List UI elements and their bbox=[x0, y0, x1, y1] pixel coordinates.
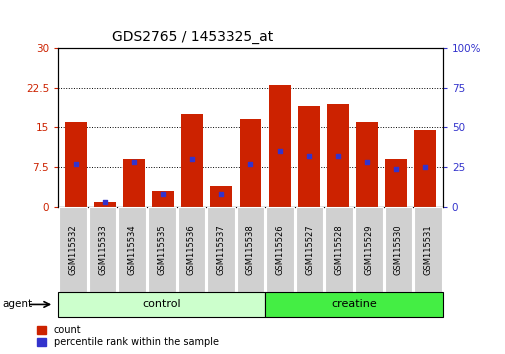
Point bbox=[362, 160, 370, 165]
Point bbox=[391, 166, 399, 172]
Point bbox=[333, 153, 341, 159]
Text: GSM115531: GSM115531 bbox=[423, 224, 432, 275]
Text: GSM115530: GSM115530 bbox=[393, 224, 402, 275]
Point bbox=[130, 160, 138, 165]
Text: GSM115534: GSM115534 bbox=[127, 224, 136, 275]
Point bbox=[72, 161, 80, 167]
Bar bbox=[414, 130, 435, 207]
Bar bbox=[210, 186, 232, 207]
Point bbox=[246, 161, 254, 167]
Bar bbox=[268, 85, 290, 207]
Bar bbox=[152, 191, 174, 207]
Point bbox=[275, 149, 283, 154]
Text: GSM115526: GSM115526 bbox=[275, 224, 284, 275]
Point bbox=[100, 200, 109, 205]
Point bbox=[159, 192, 167, 197]
Bar bbox=[123, 159, 144, 207]
Bar bbox=[94, 202, 116, 207]
Text: GSM115535: GSM115535 bbox=[157, 224, 166, 275]
Bar bbox=[239, 120, 261, 207]
Point bbox=[304, 153, 312, 159]
Bar bbox=[297, 106, 319, 207]
Bar bbox=[65, 122, 86, 207]
Text: GSM115527: GSM115527 bbox=[305, 224, 314, 275]
Bar bbox=[356, 122, 377, 207]
Text: creatine: creatine bbox=[330, 299, 376, 309]
Text: GSM115533: GSM115533 bbox=[98, 224, 107, 275]
Legend: count, percentile rank within the sample: count, percentile rank within the sample bbox=[35, 323, 220, 349]
Text: GSM115528: GSM115528 bbox=[334, 224, 343, 275]
Point bbox=[420, 164, 428, 170]
Text: GSM115532: GSM115532 bbox=[68, 224, 77, 275]
Text: control: control bbox=[142, 299, 181, 309]
Point bbox=[188, 156, 196, 162]
Point bbox=[217, 192, 225, 197]
Text: GSM115537: GSM115537 bbox=[216, 224, 225, 275]
Text: GSM115538: GSM115538 bbox=[245, 224, 255, 275]
Text: agent: agent bbox=[3, 299, 33, 309]
Bar bbox=[326, 104, 348, 207]
Text: GDS2765 / 1453325_at: GDS2765 / 1453325_at bbox=[112, 30, 273, 44]
Bar bbox=[384, 159, 406, 207]
Text: GSM115536: GSM115536 bbox=[186, 224, 195, 275]
Text: GSM115529: GSM115529 bbox=[364, 224, 373, 275]
Bar bbox=[181, 114, 203, 207]
